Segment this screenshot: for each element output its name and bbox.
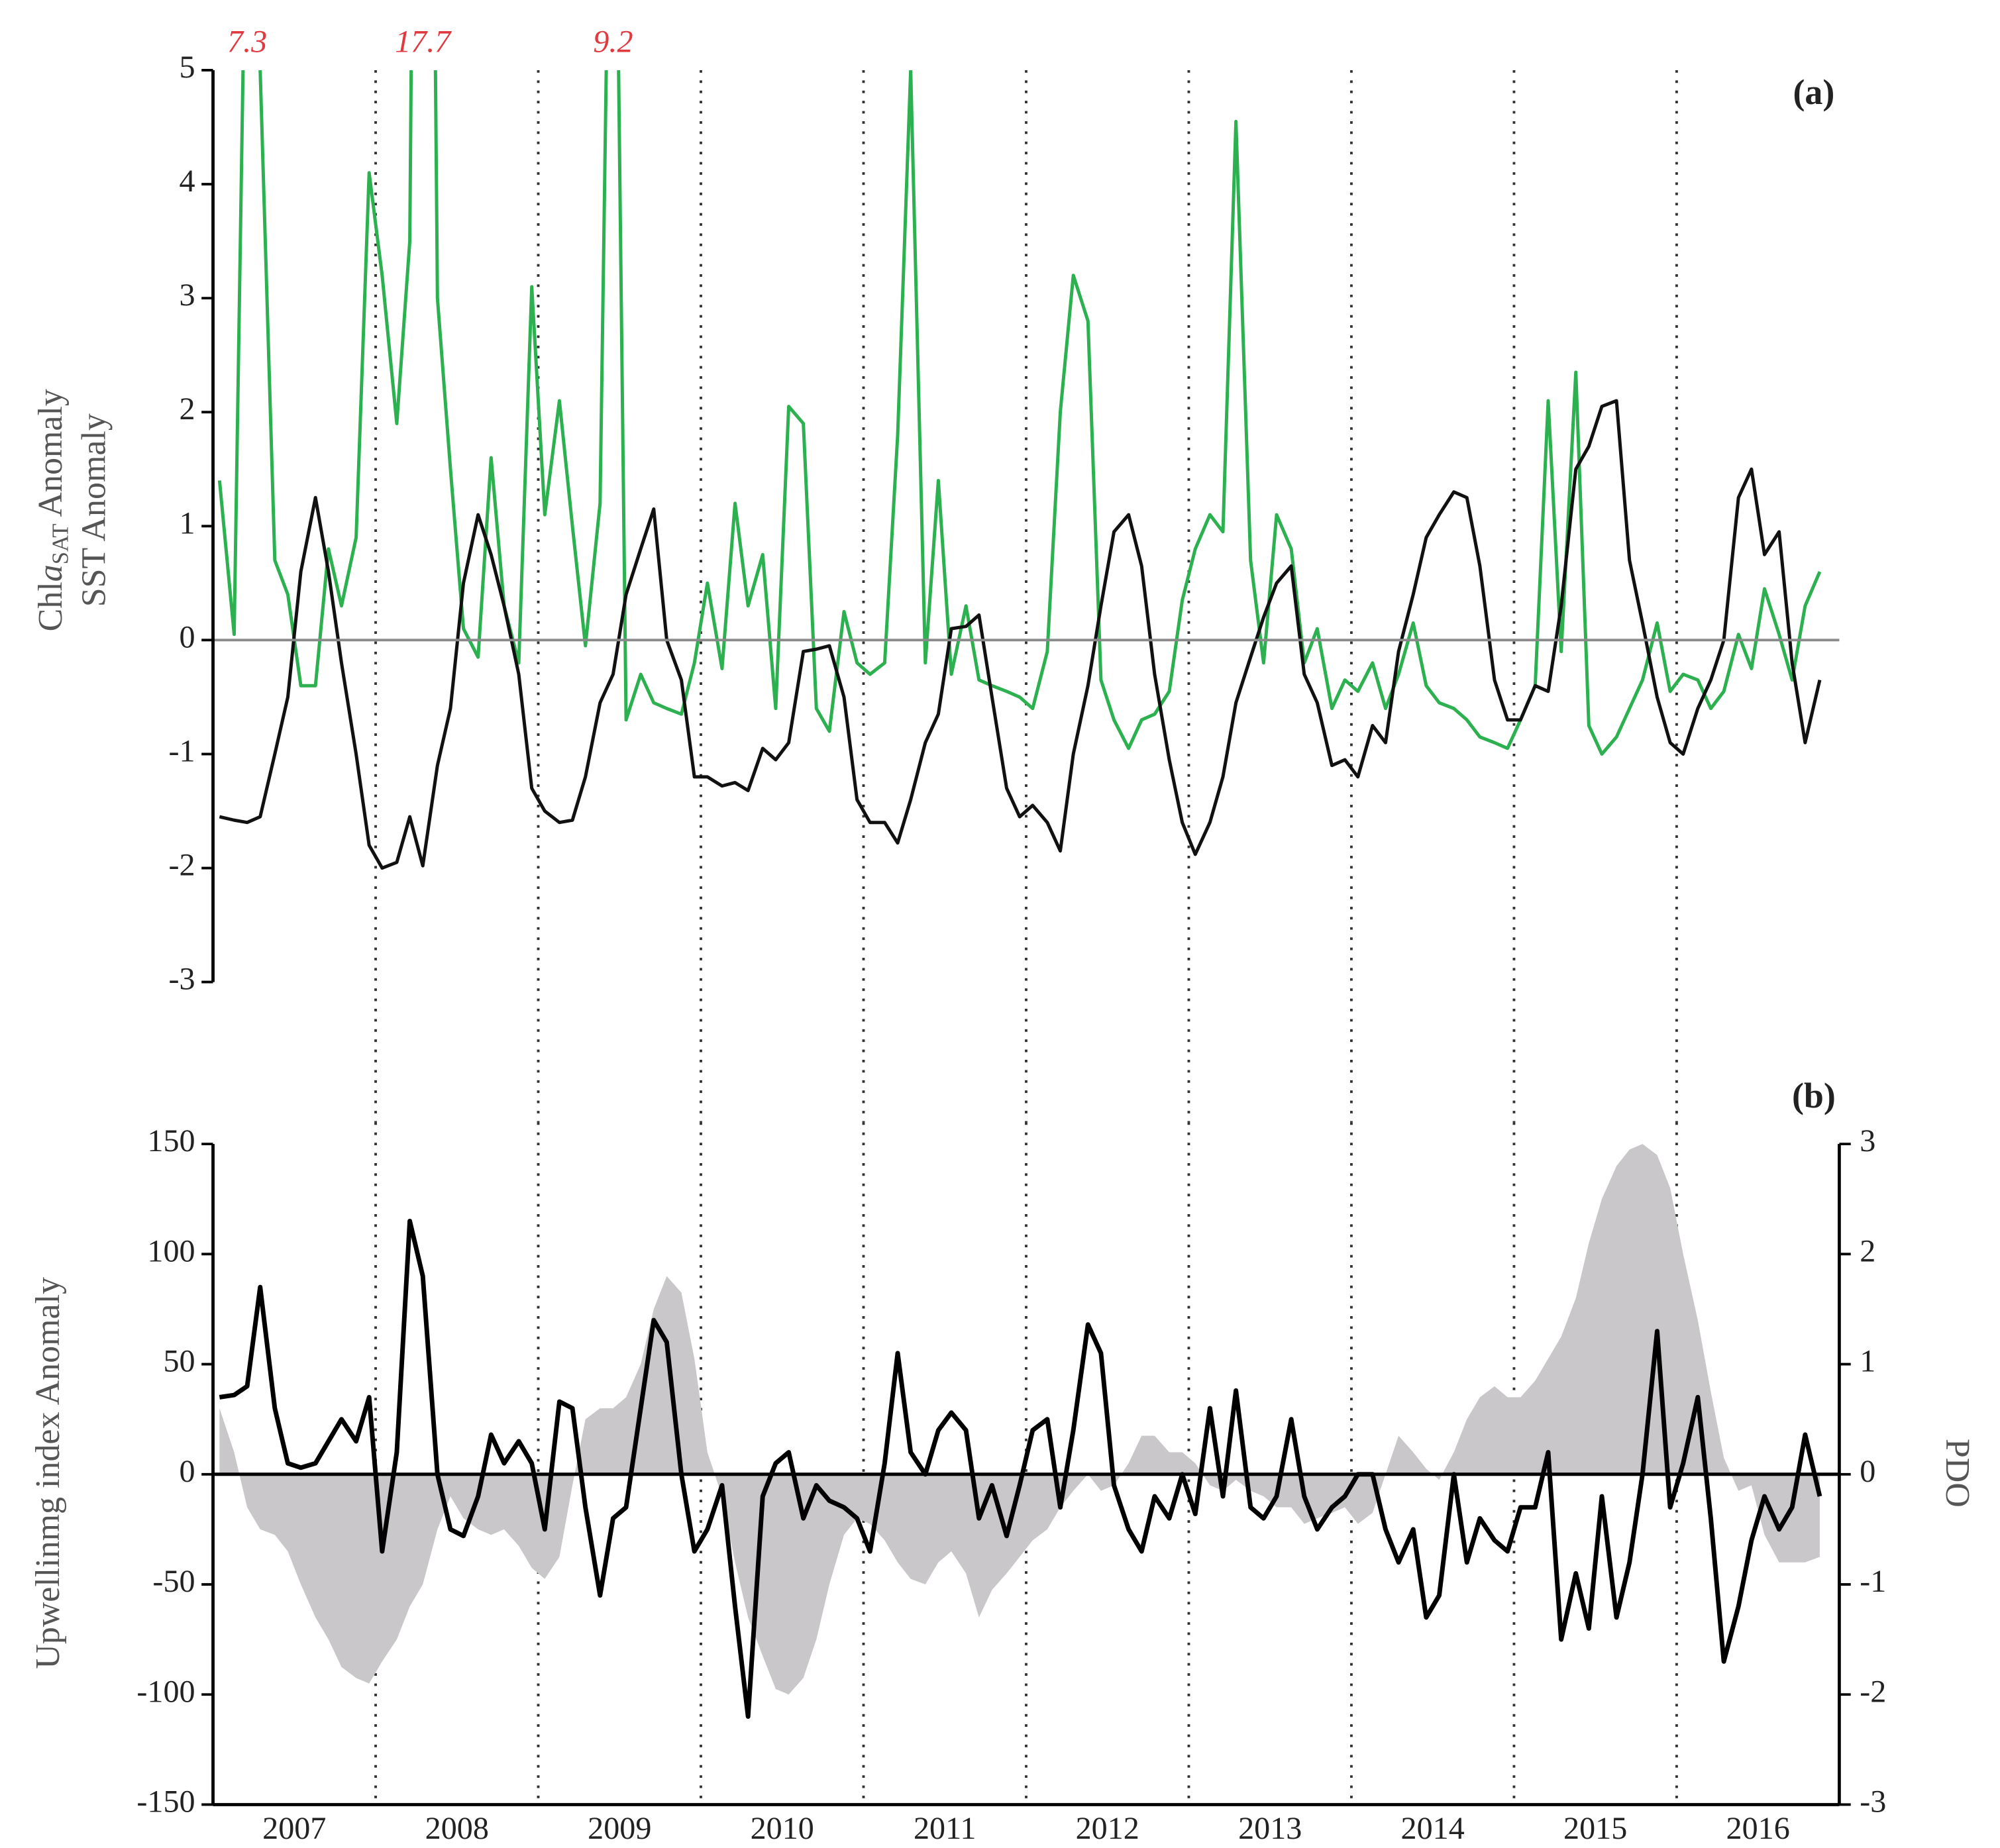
plot-area xyxy=(217,70,1822,870)
y2-tick-label: 1 xyxy=(1860,1344,1875,1379)
y-tick-label: 2 xyxy=(180,391,195,427)
y2-tick-label: -2 xyxy=(1860,1674,1886,1709)
x-tick-label: 2011 xyxy=(914,1811,976,1846)
y-tick-label: 0 xyxy=(180,1454,195,1489)
y-axis-label: ChlaSAT Anomaly xyxy=(32,389,74,631)
y-tick-label: 0 xyxy=(180,619,195,654)
y-tick-label: -1 xyxy=(168,733,195,768)
y-label-part: Anomaly xyxy=(32,389,70,524)
plot-area xyxy=(219,1144,1822,1719)
y-tick-label: 100 xyxy=(147,1233,195,1268)
y-tick-label: -3 xyxy=(168,962,195,997)
y-tick-label: 5 xyxy=(180,50,195,85)
y-tick-label: 3 xyxy=(180,278,195,313)
x-tick-label: 2010 xyxy=(751,1811,814,1846)
y2-tick-label: -1 xyxy=(1860,1564,1886,1599)
y-tick-label: 1 xyxy=(180,505,195,540)
line xyxy=(219,1219,1822,1719)
x-tick-label: 2015 xyxy=(1563,1811,1627,1846)
x-tick-label: 2016 xyxy=(1726,1811,1790,1846)
line xyxy=(217,70,1822,756)
y2-tick-label: 3 xyxy=(1860,1123,1875,1158)
panel-label: (a) xyxy=(1793,72,1834,112)
y2-axis-label: PDO xyxy=(1938,1439,1976,1508)
y-tick-label: -150 xyxy=(136,1784,195,1820)
line xyxy=(219,399,1822,870)
y2-tick-label: 0 xyxy=(1860,1454,1875,1489)
peak-annotation: 7.3 xyxy=(227,24,267,59)
y-label-part: Chl xyxy=(32,582,70,631)
x-tick-label: 2007 xyxy=(262,1811,326,1846)
y-label-part: SAT xyxy=(48,524,73,565)
x-tick-label: 2012 xyxy=(1076,1811,1139,1846)
panel-label: (b) xyxy=(1792,1076,1836,1115)
x-tick-label: 2008 xyxy=(425,1811,489,1846)
y-tick-label: 150 xyxy=(147,1123,195,1158)
x-tick-label: 2014 xyxy=(1401,1811,1465,1846)
y-tick-label: -50 xyxy=(152,1564,195,1599)
x-tick-label: 2009 xyxy=(588,1811,651,1846)
x-tick-label: 2013 xyxy=(1238,1811,1302,1846)
peak-annotation: 9.2 xyxy=(593,24,633,59)
y-axis-label: Upwellinmg index Anomaly xyxy=(29,1277,67,1669)
y2-tick-label: 2 xyxy=(1860,1233,1875,1268)
y-tick-label: -2 xyxy=(168,848,195,883)
area xyxy=(219,1144,1820,1695)
y-axis-label: SST Anomaly xyxy=(75,413,113,607)
y-tick-label: 50 xyxy=(163,1344,195,1379)
y-label-part: a xyxy=(32,564,70,582)
peak-annotation: 17.7 xyxy=(395,24,452,59)
y2-tick-label: -3 xyxy=(1860,1784,1886,1820)
y-tick-label: -100 xyxy=(136,1674,195,1709)
y-tick-label: 4 xyxy=(180,164,195,199)
